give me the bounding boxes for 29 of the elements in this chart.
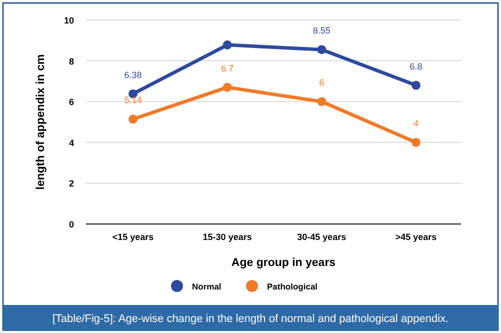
point: [412, 138, 420, 147]
y-tick-label: 6: [68, 97, 74, 108]
data-label: 6.38: [124, 70, 142, 80]
data-label: 6.8: [410, 61, 422, 72]
point: [128, 114, 138, 124]
y-tick-label: 2: [68, 178, 74, 189]
data-label: 8.55: [312, 26, 330, 36]
legend-label: Normal: [192, 282, 222, 292]
y-tick-label: 8: [68, 56, 74, 66]
legend-label: Pathological: [267, 282, 318, 292]
data-label: 6.7: [221, 63, 234, 74]
y-tick-label: 4: [68, 138, 74, 148]
x-tick-label: >45 years: [395, 232, 437, 242]
y-tick-label: 0: [68, 220, 74, 230]
x-tick-label: 30-45 years: [297, 232, 346, 242]
y-axis-title: length of appendix in cm: [35, 54, 47, 190]
data-label: 5.14: [124, 95, 142, 106]
y-tick-label: 10: [64, 16, 74, 26]
data-label: 4: [413, 118, 419, 128]
point: [317, 45, 326, 54]
point: [222, 40, 232, 50]
point: [222, 82, 232, 92]
text: [Table/Fig-5]: Age-wise change in the length of normal and pathological appendix.: [52, 313, 449, 325]
point: [412, 80, 420, 90]
data-label: 6: [319, 78, 324, 88]
x-axis-title: Age group in years: [231, 257, 336, 269]
x-tick-label: <15 years: [112, 232, 154, 242]
x-tick-label: 15-30 years: [202, 232, 252, 242]
point: [317, 97, 326, 106]
